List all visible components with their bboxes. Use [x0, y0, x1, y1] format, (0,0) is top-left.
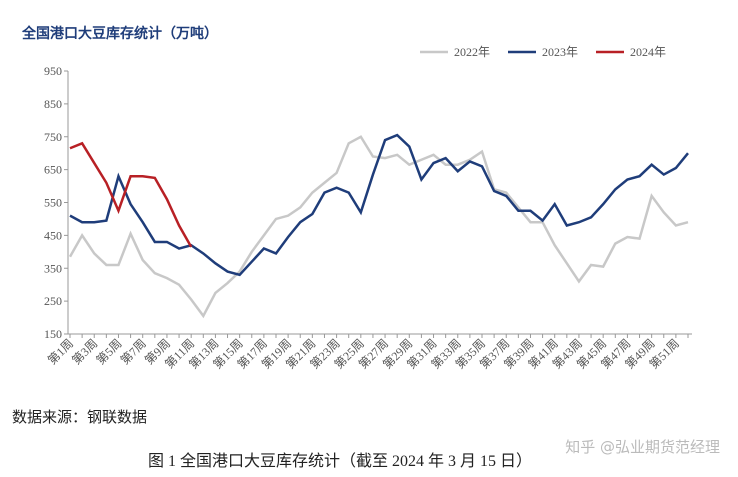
- legend-label: 2022年: [454, 45, 490, 59]
- y-tick-label: 450: [44, 228, 62, 242]
- series-line: [69, 133, 689, 277]
- chart-title: 全国港口大豆库存统计（万吨）: [21, 25, 218, 42]
- y-tick-label: 150: [44, 327, 62, 341]
- watermark: 知乎 @弘业期货范经理: [565, 438, 720, 456]
- legend-label: 2024年: [630, 45, 666, 59]
- y-tick-label: 850: [44, 97, 62, 111]
- x-tick-label: 第3周: [69, 336, 100, 367]
- series-line: [69, 141, 193, 248]
- y-tick-label: 350: [44, 261, 62, 275]
- y-tick-label: 550: [44, 196, 62, 210]
- caption: 图 1 全国港口大豆库存统计（截至 2024 年 3 月 15 日）: [148, 452, 532, 470]
- y-tick-label: 750: [44, 130, 62, 144]
- x-tick-label: 第5周: [93, 336, 124, 367]
- x-tick-label: 第7周: [118, 336, 149, 367]
- y-tick-label: 250: [44, 294, 62, 308]
- source: 数据来源：钢联数据: [12, 408, 147, 426]
- series-line: [68, 135, 689, 319]
- y-tick-label: 950: [44, 64, 62, 78]
- legend-label: 2023年: [542, 45, 578, 59]
- y-tick-label: 650: [44, 163, 62, 177]
